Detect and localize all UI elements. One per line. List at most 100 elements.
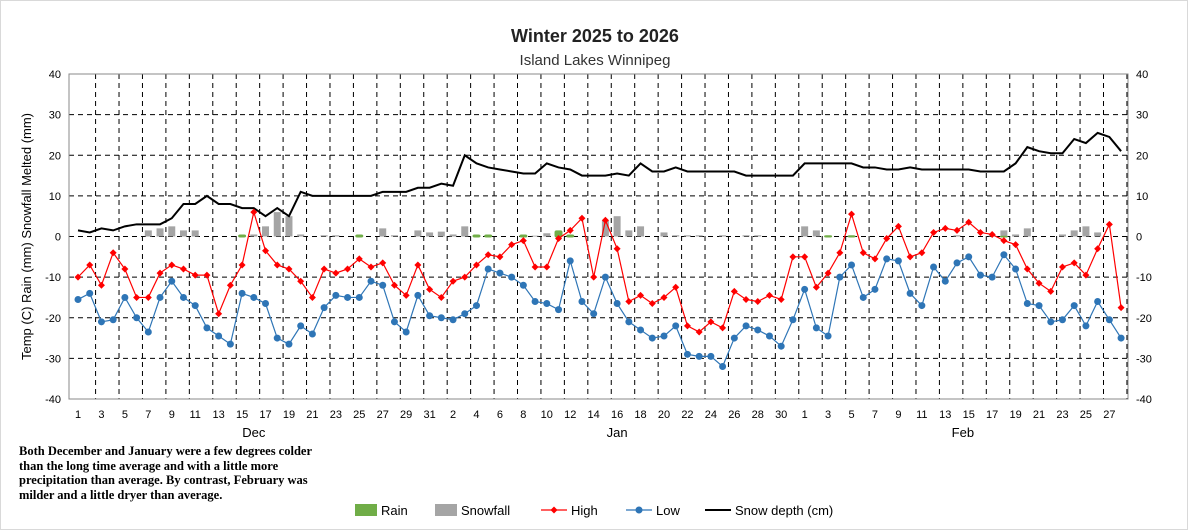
low-point [730, 334, 738, 342]
high-point [742, 295, 750, 303]
snowfall-bar [1023, 228, 1031, 237]
low-point [637, 326, 645, 334]
legend-marker [635, 506, 643, 514]
high-point [918, 249, 926, 257]
rain-bar [355, 234, 364, 238]
snowfall-bar [285, 216, 293, 237]
snowfall-bar [250, 234, 258, 237]
x-tick: 10 [541, 409, 553, 421]
snowfall-bar [1070, 230, 1078, 237]
x-tick: 22 [681, 409, 693, 421]
high-point [906, 253, 914, 261]
x-tick: 9 [169, 409, 175, 421]
rain-bar [824, 235, 833, 238]
legend-label: High [571, 503, 598, 518]
high-point [754, 298, 762, 305]
snowfall-bar [273, 212, 281, 237]
snowfall-bar [437, 231, 445, 237]
low-point [519, 281, 527, 289]
low-point [883, 255, 891, 263]
high-point [179, 265, 187, 273]
snowfall-bar [1058, 234, 1066, 237]
high-point [1070, 259, 1078, 267]
high-point [590, 273, 598, 281]
x-tick: 11 [916, 409, 927, 421]
high-point [1117, 304, 1125, 312]
low-point [543, 300, 551, 308]
high-point [133, 293, 141, 301]
x-tick: 24 [705, 409, 717, 421]
snowfall-bar [1000, 230, 1008, 237]
high-point [930, 228, 938, 236]
x-tick: 18 [634, 409, 646, 421]
low-point [812, 324, 820, 332]
high-point [789, 253, 797, 261]
high-point [555, 235, 563, 243]
high-point [976, 228, 984, 236]
low-point [648, 334, 656, 342]
low-point [871, 285, 879, 293]
high-point [883, 235, 891, 243]
low-point [273, 334, 281, 342]
high-point [648, 300, 656, 308]
low-point [262, 300, 270, 308]
high-point [566, 226, 574, 234]
x-tick: 7 [145, 409, 151, 421]
high-point [496, 253, 504, 261]
y-tick-left: -20 [45, 313, 61, 325]
low-point [566, 257, 574, 265]
low-point [226, 340, 234, 348]
snowfall-bar [449, 234, 457, 237]
x-tick: 27 [377, 409, 389, 421]
snowfall-bar [191, 230, 199, 237]
low-point [965, 253, 973, 261]
snowfall-bar [332, 235, 340, 237]
high-point [203, 271, 211, 279]
legend-marker [550, 506, 558, 514]
high-point [1035, 279, 1043, 287]
high-point [625, 298, 633, 305]
high-point [519, 237, 527, 245]
snowfall-bar [637, 226, 645, 237]
snowfall-bar [262, 226, 270, 237]
high-point [86, 261, 94, 269]
x-tick: 20 [658, 409, 670, 421]
snowfall-bar [742, 235, 750, 237]
snowfall-bar [297, 234, 305, 237]
high-point [965, 218, 973, 226]
low-point [250, 293, 258, 301]
snowfall-bar [179, 230, 187, 237]
plot-border [68, 73, 1129, 400]
low-point [660, 332, 668, 340]
low-point [754, 326, 762, 334]
low-point [203, 324, 211, 332]
x-tick: 17 [986, 409, 998, 421]
low-point [1070, 302, 1078, 310]
y-tick-right: -10 [1136, 272, 1152, 284]
x-tick: 6 [497, 409, 503, 421]
x-tick: 8 [520, 409, 526, 421]
snowfall-bar [801, 226, 809, 237]
low-point [695, 352, 703, 360]
high-point [262, 247, 270, 255]
low-point [156, 293, 164, 301]
high-point [297, 277, 305, 285]
high-point [285, 265, 293, 273]
high-point [1082, 271, 1090, 279]
high-point [801, 253, 809, 261]
low-line [77, 253, 1122, 368]
high-point [707, 318, 715, 326]
x-tick: 25 [1080, 409, 1092, 421]
high-point [344, 265, 352, 273]
low-point [625, 318, 633, 326]
low-point [472, 302, 480, 310]
high-point [953, 226, 961, 234]
x-tick: 7 [872, 409, 878, 421]
low-point [1117, 334, 1125, 342]
low-point [1000, 251, 1008, 259]
low-point [918, 302, 926, 310]
high-point [859, 249, 867, 257]
high-point [531, 263, 539, 271]
low-point [332, 291, 340, 299]
